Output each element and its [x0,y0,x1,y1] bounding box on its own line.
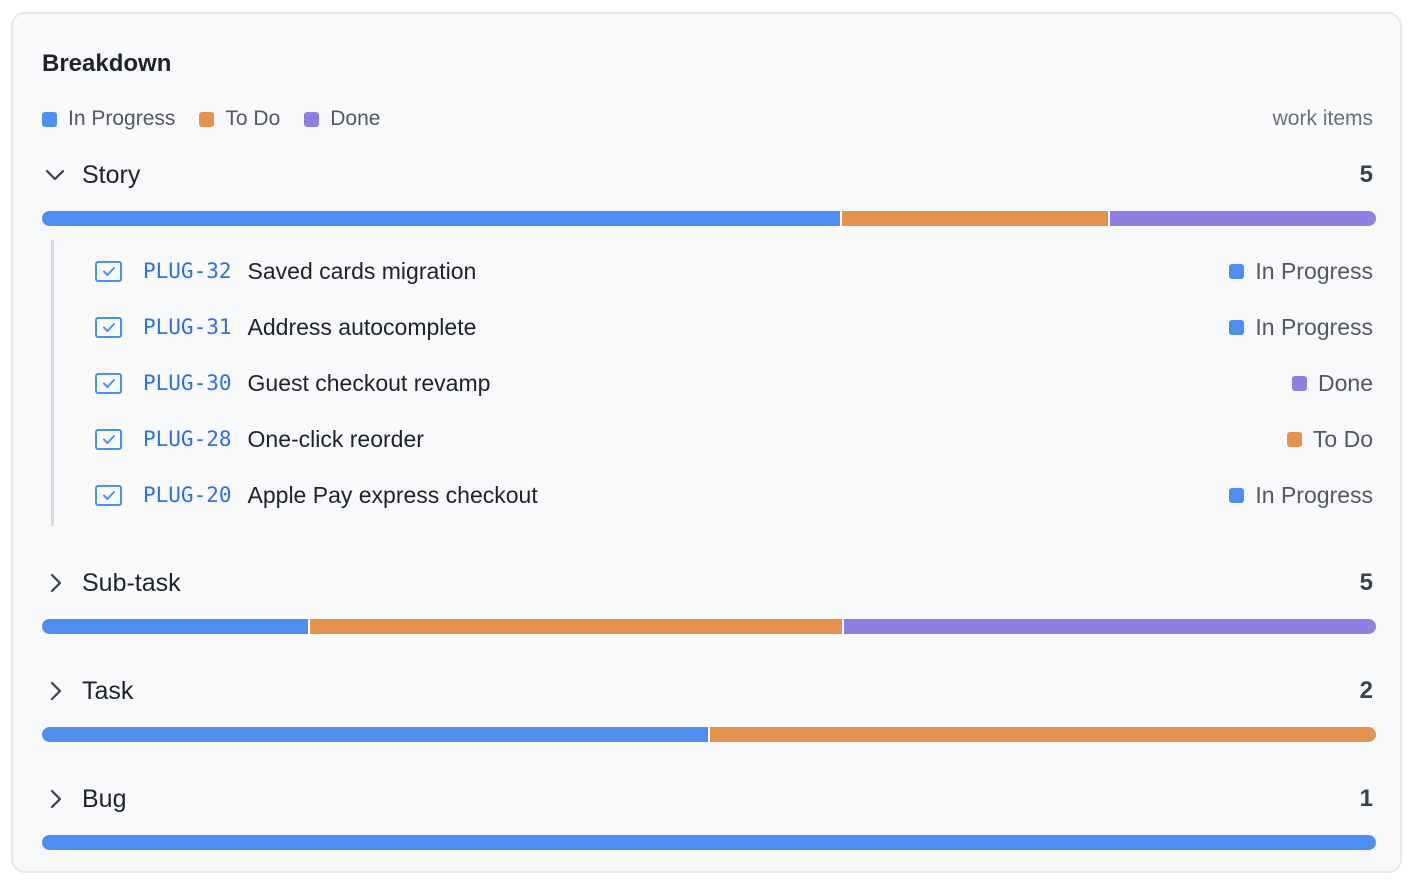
status-label: Done [1318,369,1373,396]
work-item-key[interactable]: PLUG-30 [143,371,232,395]
group-count: 1 [1359,785,1373,812]
status-label: To Do [1312,425,1373,452]
work-item-row[interactable]: PLUG-30 Guest checkout revamp Done [95,366,1373,400]
legend-item-to-do: To Do [199,107,280,131]
work-item-summary[interactable]: Apple Pay express checkout [247,481,538,508]
group-name: Task [82,676,134,705]
work-item-summary[interactable]: Address autocomplete [247,313,477,340]
breakdown-panel: Breakdown In Progress To Do Done work it… [11,12,1402,873]
group-header-bug[interactable]: Bug 1 [42,782,1373,816]
status-swatch [1229,319,1245,335]
story-checkbox-icon [95,260,122,282]
legend-swatch [304,111,320,127]
status-badge: In Progress [1229,482,1373,509]
group-name: Story [82,160,141,189]
group-header-story[interactable]: Story 5 [42,158,1373,192]
unit-label: work items [1272,107,1373,130]
status-badge: To Do [1286,425,1373,453]
status-label: In Progress [1255,481,1373,508]
legend-swatch [42,111,57,127]
items-rail [51,240,54,526]
status-badge: In Progress [1229,314,1373,341]
group-name: Sub-task [82,568,181,597]
work-item-key[interactable]: PLUG-32 [143,259,232,283]
status-bar-task [42,727,1376,742]
bar-segment-in-progress [42,835,1376,850]
story-checkbox-icon [95,372,122,394]
work-item-summary[interactable]: Saved cards migration [247,257,477,284]
chevron-right-icon[interactable] [42,570,68,596]
story-checkbox-icon [95,484,122,506]
chevron-down-icon[interactable] [42,162,68,188]
group-name: Bug [82,784,127,813]
work-item-row[interactable]: PLUG-31 Address autocomplete In Progress [95,310,1373,344]
legend-item-done: Done [304,107,380,131]
story-checkbox-icon [95,428,122,450]
status-label: In Progress [1255,313,1373,340]
bar-segment-to-do [308,619,842,634]
legend-label: To Do [225,107,281,130]
work-item-key[interactable]: PLUG-20 [143,483,232,507]
work-item-key[interactable]: PLUG-31 [143,315,232,339]
bar-segment-to-do [708,727,1376,742]
status-badge: In Progress [1229,258,1373,285]
work-item-row[interactable]: PLUG-28 One-click reorder To Do [95,422,1373,456]
chevron-right-icon[interactable] [42,786,68,812]
bar-segment-in-progress [42,211,840,226]
bar-segment-in-progress [42,619,308,634]
panel-title: Breakdown [42,50,172,77]
status-swatch [1292,375,1308,391]
legend-item-in-progress: In Progress [42,107,175,131]
bar-segment-done [1108,211,1376,226]
group-count: 2 [1359,677,1373,704]
status-bar-story [42,211,1376,226]
group-header-task[interactable]: Task 2 [42,674,1373,708]
bar-segment-done [842,619,1376,634]
work-item-row[interactable]: PLUG-32 Saved cards migration In Progres… [95,254,1373,288]
legend-label: Done [330,107,381,130]
legend-label: In Progress [68,107,176,130]
legend: In Progress To Do Done [42,107,404,131]
group-count: 5 [1359,161,1373,188]
work-item-summary[interactable]: One-click reorder [247,425,424,452]
status-swatch [1229,487,1245,503]
story-checkbox-icon [95,316,122,338]
status-bar-bug [42,835,1376,850]
bar-segment-in-progress [42,727,708,742]
status-badge: Done [1292,370,1373,397]
group-count: 5 [1359,569,1373,596]
chevron-right-icon[interactable] [42,678,68,704]
status-bar-sub-task [42,619,1376,634]
legend-swatch [199,111,215,127]
status-label: In Progress [1255,257,1373,284]
bar-segment-to-do [840,211,1108,226]
group-header-sub-task[interactable]: Sub-task 5 [42,566,1373,600]
work-item-row[interactable]: PLUG-20 Apple Pay express checkout In Pr… [95,478,1373,512]
status-swatch [1286,431,1302,447]
status-swatch [1229,263,1245,279]
work-item-key[interactable]: PLUG-28 [143,427,232,451]
work-item-summary[interactable]: Guest checkout revamp [247,369,491,396]
